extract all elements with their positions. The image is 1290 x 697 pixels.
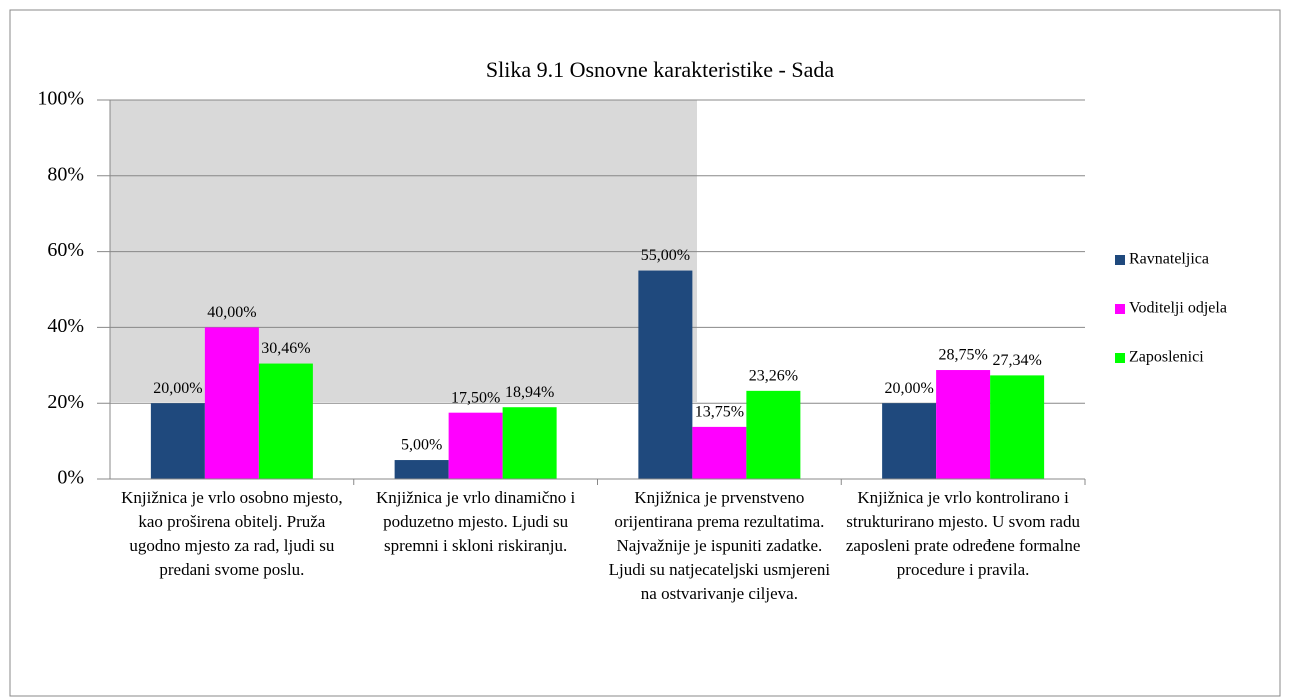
x-tick-label: Knjižnica je vrlo osobno mjesto, kao pro… bbox=[121, 488, 343, 579]
legend-label: Ravnateljica bbox=[1129, 251, 1209, 268]
data-label: 55,00% bbox=[641, 247, 690, 264]
shaded-region bbox=[110, 100, 697, 402]
data-label: 28,75% bbox=[938, 347, 987, 364]
bar bbox=[394, 460, 449, 479]
bar bbox=[882, 403, 937, 479]
x-tick-label: Knjižnica je vrlo kontrolirano i struktu… bbox=[845, 488, 1081, 579]
data-label: 13,75% bbox=[695, 404, 744, 421]
data-label: 5,00% bbox=[401, 437, 442, 454]
data-label: 20,00% bbox=[153, 380, 202, 397]
bar bbox=[638, 270, 693, 479]
data-label: 40,00% bbox=[207, 304, 256, 321]
bar bbox=[150, 403, 205, 479]
data-label: 20,00% bbox=[884, 380, 933, 397]
bar bbox=[746, 390, 801, 479]
data-label: 23,26% bbox=[749, 368, 798, 385]
legend-label: Voditelji odjela bbox=[1129, 300, 1227, 317]
legend-swatch bbox=[1115, 304, 1125, 314]
bar bbox=[258, 363, 313, 479]
bar bbox=[448, 412, 503, 479]
bar bbox=[990, 375, 1045, 479]
bar bbox=[692, 426, 747, 479]
legend-label: Zaposlenici bbox=[1129, 349, 1204, 366]
chart-title: Slika 9.1 Osnovne karakteristike - Sada bbox=[486, 57, 834, 82]
bar bbox=[502, 407, 557, 479]
x-tick-label: Knjižnica je prvenstveno orijentirana pr… bbox=[608, 488, 831, 603]
y-tick-label: 40% bbox=[47, 315, 84, 337]
y-tick-label: 0% bbox=[57, 467, 84, 489]
y-tick-label: 80% bbox=[47, 163, 84, 185]
legend-swatch bbox=[1115, 255, 1125, 265]
y-tick-label: 20% bbox=[47, 391, 84, 413]
bar bbox=[936, 370, 991, 479]
y-tick-label: 60% bbox=[47, 239, 84, 261]
data-label: 30,46% bbox=[261, 340, 310, 357]
data-label: 17,50% bbox=[451, 389, 500, 406]
y-tick-label: 100% bbox=[37, 88, 84, 110]
data-label: 18,94% bbox=[505, 384, 554, 401]
x-tick-label: Knjižnica je vrlo dinamično i poduzetno … bbox=[376, 488, 576, 555]
bar bbox=[204, 327, 259, 479]
data-label: 27,34% bbox=[992, 352, 1041, 369]
legend-swatch bbox=[1115, 353, 1125, 363]
